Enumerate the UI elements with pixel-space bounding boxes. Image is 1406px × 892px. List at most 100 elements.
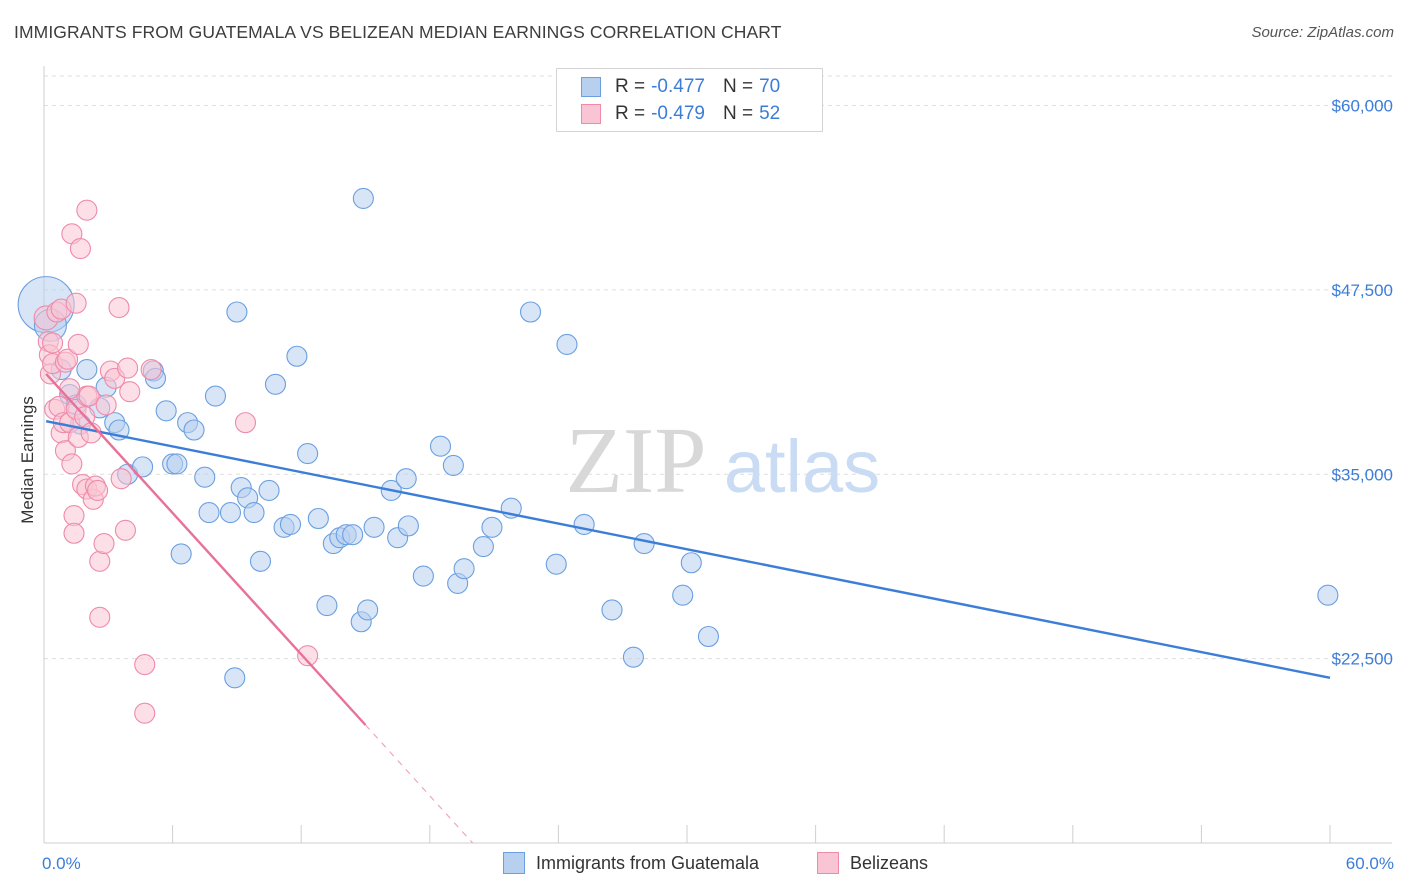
guatemala-point (76, 358, 98, 381)
watermark-zip: ZIP (566, 409, 707, 513)
belizean-point (42, 332, 64, 354)
series-label-guatemala: Immigrants from Guatemala (536, 852, 760, 873)
guatemala-point (307, 507, 329, 530)
belizean-trend-line (45, 373, 367, 726)
y-axis-title: Median Earnings (18, 396, 37, 524)
belizean-point (119, 381, 141, 403)
belizean-point (134, 653, 156, 676)
series-legend: Immigrants from Guatemala Belizeans (0, 852, 1406, 878)
trend-lines (45, 373, 1331, 844)
belizean-point (108, 297, 130, 319)
guatemala-trend-line (45, 419, 1331, 679)
belizean-point (63, 504, 85, 527)
series-legend-belizeans[interactable]: Belizeans (817, 852, 928, 874)
belizean-point (93, 533, 115, 555)
belizean-point (67, 333, 89, 356)
belizean-point (63, 522, 85, 544)
belizean-point (140, 358, 162, 381)
guatemala-point (697, 625, 719, 648)
guatemala-point (481, 516, 503, 538)
guatemala-point (219, 502, 242, 524)
chart-title: IMMIGRANTS FROM GUATEMALA VS BELIZEAN ME… (14, 22, 782, 42)
guatemala-point (297, 443, 319, 465)
guatemala-point (680, 552, 702, 574)
belizean-point (69, 238, 91, 260)
legend-row-guatemala: R = -0.477 N = 70 (581, 75, 780, 99)
guatemala-point (286, 345, 308, 367)
guatemala-point (316, 594, 338, 617)
belizean-point (57, 348, 79, 370)
legend-r-label: R = (615, 103, 646, 124)
series-legend-guatemala[interactable]: Immigrants from Guatemala (503, 852, 759, 874)
guatemala-point (204, 385, 227, 407)
belizean-trend-extension (365, 724, 474, 844)
belizean-point (89, 550, 111, 572)
belizean-point (80, 422, 102, 444)
legend-n-label: N = (722, 76, 754, 97)
guatemala-point (453, 558, 475, 580)
legend-r-label: R = (615, 76, 646, 97)
x-tick-label-max: 60.0% (1346, 854, 1394, 873)
y-tick-label: $60,000 (1332, 97, 1393, 116)
legend-n-label: N = (722, 103, 754, 124)
belizean-point (134, 702, 156, 724)
belizean-point (297, 645, 319, 667)
guatemala-point (545, 553, 567, 575)
belizean-point (61, 453, 83, 475)
guatemala-point (429, 435, 452, 457)
series-label-belizeans: Belizeans (850, 852, 929, 873)
belizean-point (95, 394, 117, 416)
belizean-point (117, 357, 139, 379)
guatemala-point (395, 468, 417, 490)
belizean-point (65, 292, 87, 314)
data-points (17, 187, 1339, 724)
y-tick-label: $35,000 (1332, 465, 1393, 484)
belizean-point (114, 519, 136, 541)
guatemala-point (397, 515, 419, 537)
x-tick-label-min: 0.0% (42, 854, 81, 873)
guatemala-point (264, 373, 287, 395)
guatemala-point (672, 584, 694, 606)
guatemala-point (363, 516, 385, 538)
guatemala-point (194, 466, 216, 488)
guatemala-point (183, 419, 205, 441)
belizean-point (59, 378, 81, 400)
belizean-point (78, 385, 100, 407)
belizean-point (76, 199, 98, 221)
guatemala-point (412, 565, 434, 587)
guatemala-point (226, 301, 248, 323)
guatemala-point (198, 502, 220, 524)
guatemala-point (601, 599, 623, 621)
guatemala-point (166, 453, 188, 475)
guatemala-point (472, 535, 494, 558)
guatemala-point (622, 646, 644, 668)
legend-n-value-belizeans: 52 (759, 103, 781, 124)
legend-r-value-belizeans: -0.479 (651, 103, 705, 124)
guatemala-point (442, 454, 464, 476)
belizean-point (234, 412, 257, 434)
guatemala-point (132, 456, 154, 478)
guatemala-point (573, 513, 595, 535)
legend-n-value-guatemala: 70 (759, 76, 781, 97)
source-label: Source: ZipAtlas.com (1251, 24, 1394, 41)
legend-r-value-guatemala: -0.477 (651, 76, 705, 97)
guatemala-point (352, 187, 374, 209)
belizean-point (87, 479, 109, 502)
legend-swatch-guatemala (581, 77, 601, 97)
belizean-point (110, 468, 132, 490)
guatemala-point (279, 513, 302, 535)
guatemala-point (258, 479, 280, 502)
guatemala-point (170, 543, 192, 565)
legend-row-belizeans: R = -0.479 N = 52 (581, 102, 780, 126)
guatemala-point (342, 524, 364, 546)
guatemala-point (519, 301, 542, 323)
guatemala-point (243, 502, 265, 524)
legend-swatch-belizeans (581, 104, 601, 124)
guatemala-point (556, 333, 578, 356)
guatemala-point (1317, 584, 1339, 606)
guatemala-point (155, 400, 177, 422)
guatemala-point (357, 599, 379, 621)
guatemala-point (224, 667, 246, 689)
grid (44, 75, 1392, 660)
